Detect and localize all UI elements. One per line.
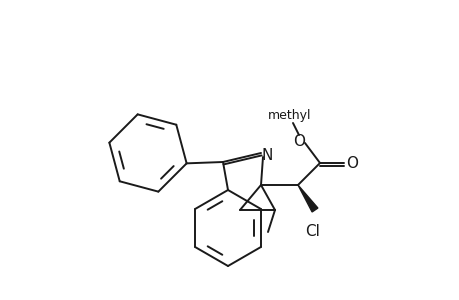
- Text: O: O: [292, 134, 304, 148]
- Text: methyl: methyl: [268, 109, 311, 122]
- Text: N: N: [261, 148, 272, 163]
- Text: Cl: Cl: [305, 224, 320, 239]
- Text: O: O: [345, 157, 357, 172]
- Polygon shape: [297, 185, 317, 212]
